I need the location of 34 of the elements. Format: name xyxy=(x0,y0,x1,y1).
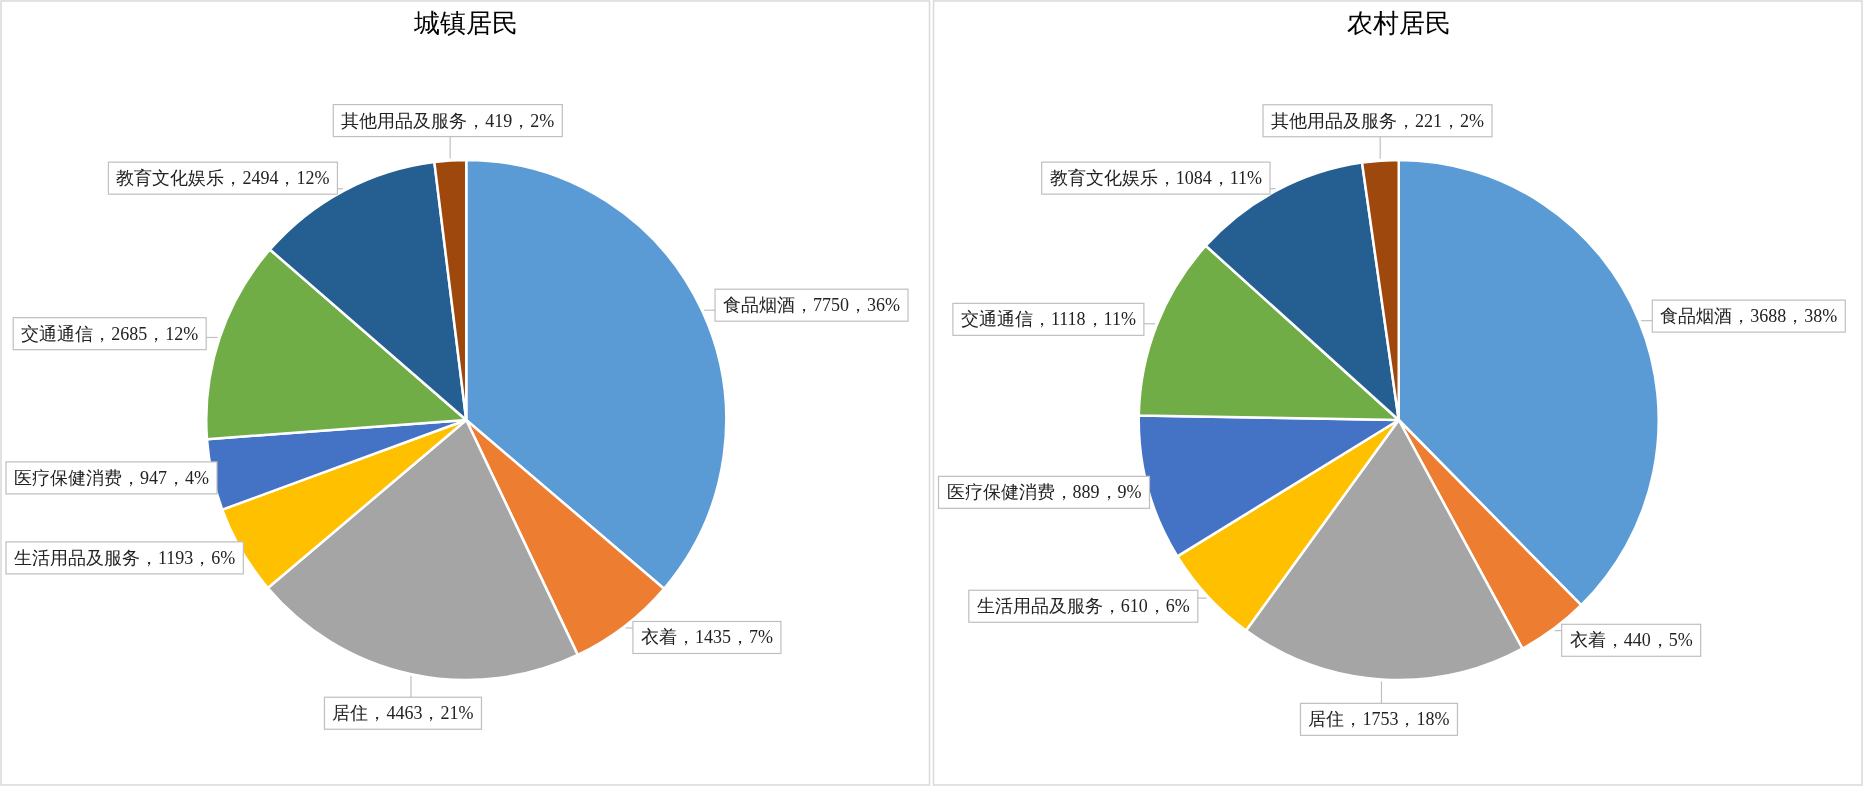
data-label: ，2494，12% xyxy=(224,168,330,189)
data-label: ，1193，6% xyxy=(140,547,236,568)
data-label: ，419，2% xyxy=(467,110,555,131)
slice-label: 教育文化娱乐 xyxy=(1049,168,1158,189)
slice-label: 衣着 xyxy=(640,627,677,648)
slice-label: 其他用品及服务 xyxy=(1271,110,1398,131)
slice-label: 食品烟酒 xyxy=(1660,306,1733,327)
data-label: ，1118，11% xyxy=(1032,309,1136,330)
slice-label: 衣着 xyxy=(1569,630,1606,651)
data-label: ，3688，38% xyxy=(1732,306,1838,327)
slice-label: 医疗保健消费 xyxy=(14,467,122,488)
data-label: ，610，6% xyxy=(1102,596,1190,617)
slice-label: 医疗保健消费 xyxy=(946,482,1055,503)
slice-label: 食品烟酒 xyxy=(723,295,796,316)
data-label: ，4463，21% xyxy=(368,703,474,724)
slice-label: 交通通信 xyxy=(21,323,94,344)
slice-label: 居住 xyxy=(1308,709,1345,730)
slice-label: 居住 xyxy=(332,703,369,724)
data-label: ，2685，12% xyxy=(93,323,199,344)
data-label: ，1753，18% xyxy=(1344,709,1450,730)
chart-title: 农村居民 xyxy=(1346,9,1451,38)
chart-title: 城镇居民 xyxy=(413,9,519,38)
slice-label: 其他用品及服务 xyxy=(341,110,468,131)
slice-label: 教育文化娱乐 xyxy=(116,168,225,189)
data-label: ，1435，7% xyxy=(676,627,773,648)
data-label: ，889，9% xyxy=(1054,482,1142,503)
data-label: ，7750，36% xyxy=(795,295,901,316)
slice-label: 生活用品及服务 xyxy=(976,596,1103,617)
data-label: ，947，4% xyxy=(122,467,209,488)
data-label: ，440，5% xyxy=(1605,630,1693,651)
slice-label: 交通通信 xyxy=(960,309,1033,330)
slice-label: 生活用品及服务 xyxy=(14,547,140,568)
data-label: ，1084，11% xyxy=(1157,168,1263,189)
data-label: ，221，2% xyxy=(1397,110,1485,131)
